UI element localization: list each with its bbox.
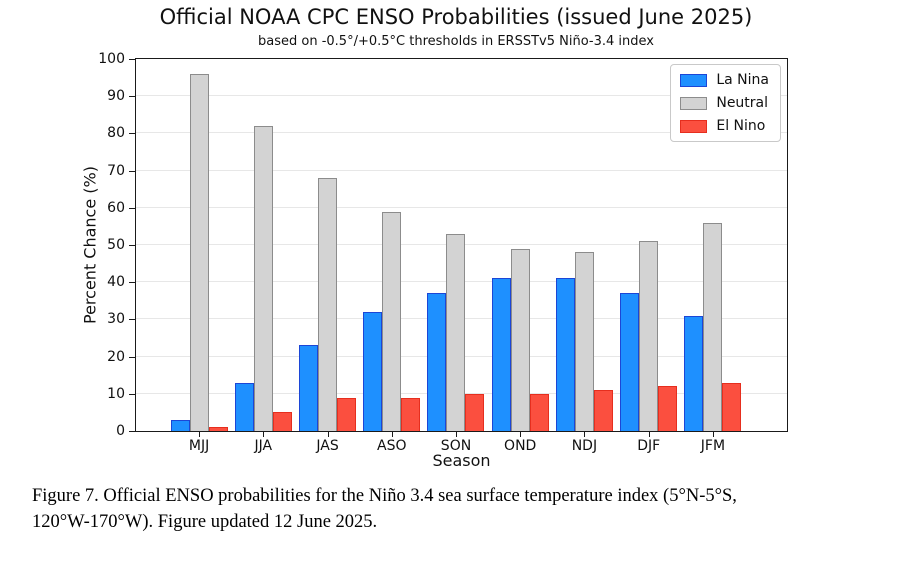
y-tick-label-30: 30 bbox=[107, 311, 125, 327]
y-tickmark-80 bbox=[129, 133, 135, 134]
bar-neutral-MJJ bbox=[189, 74, 209, 431]
y-tickmark-50 bbox=[129, 245, 135, 246]
y-tickmark-10 bbox=[129, 394, 135, 395]
gridline-y-80 bbox=[136, 132, 787, 134]
x-tickmark-MJJ bbox=[199, 432, 201, 437]
x-tick-label-JFM: JFM bbox=[700, 438, 726, 454]
y-tickmark-100 bbox=[129, 59, 135, 60]
y-tick-label-0: 0 bbox=[116, 423, 125, 439]
bar-group-OND bbox=[491, 249, 549, 431]
bar-group-JAS bbox=[299, 178, 357, 431]
x-tick-label-MJJ: MJJ bbox=[188, 438, 210, 454]
legend-item-el-nino: El Nino bbox=[680, 118, 769, 134]
y-tickmark-0 bbox=[129, 431, 135, 432]
x-tickmark-DJF bbox=[648, 432, 650, 437]
chart-subtitle: based on -0.5°/+0.5°C thresholds in ERSS… bbox=[258, 34, 654, 49]
y-tickmark-90 bbox=[129, 96, 135, 97]
x-tick-label-SON: SON bbox=[440, 438, 472, 454]
chart-title: Official NOAA CPC ENSO Probabilities (is… bbox=[159, 5, 753, 29]
x-tickmark-JAS bbox=[327, 432, 329, 437]
x-tickmark-NDJ bbox=[584, 432, 586, 437]
y-tick-label-60: 60 bbox=[107, 200, 125, 216]
legend-item-neutral: Neutral bbox=[680, 95, 769, 111]
gridline-y-90 bbox=[136, 95, 787, 97]
bar-group-MJJ bbox=[170, 74, 228, 431]
bar-la-nina-OND bbox=[491, 278, 511, 431]
bar-el-nino-ASO bbox=[401, 398, 421, 431]
plot-area: La Nina Neutral El Nino bbox=[135, 58, 788, 432]
y-tickmark-70 bbox=[129, 171, 135, 172]
x-tickmark-ASO bbox=[391, 432, 393, 437]
bar-la-nina-SON bbox=[427, 293, 447, 431]
x-axis-label: Season bbox=[432, 451, 491, 470]
bar-la-nina-DJF bbox=[620, 293, 640, 431]
legend-swatch-neutral bbox=[680, 96, 708, 110]
legend: La Nina Neutral El Nino bbox=[670, 64, 781, 142]
x-tick-label-NDJ: NDJ bbox=[571, 438, 598, 454]
bar-el-nino-NDJ bbox=[593, 390, 613, 431]
caption-line-1: Figure 7. Official ENSO probabilities fo… bbox=[32, 486, 737, 506]
figure-caption: Figure 7. Official ENSO probabilities fo… bbox=[32, 483, 888, 535]
x-tick-label-JJA: JJA bbox=[254, 438, 273, 454]
x-tickmark-JJA bbox=[263, 432, 265, 437]
bar-neutral-OND bbox=[510, 249, 530, 431]
bar-group-JFM bbox=[684, 223, 742, 431]
bar-neutral-DJF bbox=[639, 241, 659, 431]
y-tick-label-10: 10 bbox=[107, 386, 125, 402]
x-tick-label-JAS: JAS bbox=[316, 438, 339, 454]
bar-group-JJA bbox=[234, 126, 292, 431]
bar-group-SON bbox=[427, 234, 485, 431]
y-tick-label-100: 100 bbox=[98, 51, 125, 67]
y-tickmark-20 bbox=[129, 357, 135, 358]
y-tickmark-60 bbox=[129, 208, 135, 209]
bar-el-nino-OND bbox=[529, 394, 549, 431]
legend-label-el-nino: El Nino bbox=[716, 118, 766, 134]
bar-group-DJF bbox=[620, 241, 678, 431]
x-tickmark-OND bbox=[520, 432, 522, 437]
bar-el-nino-JFM bbox=[722, 383, 742, 431]
legend-swatch-el-nino bbox=[680, 119, 708, 133]
y-tick-label-70: 70 bbox=[107, 163, 125, 179]
bar-neutral-JAS bbox=[318, 178, 338, 431]
legend-swatch-la-nina bbox=[680, 73, 708, 87]
legend-label-neutral: Neutral bbox=[716, 95, 769, 111]
y-tick-label-50: 50 bbox=[107, 237, 125, 253]
y-tickmark-30 bbox=[129, 319, 135, 320]
bar-el-nino-JAS bbox=[337, 398, 357, 431]
x-tickmark-SON bbox=[456, 432, 457, 437]
gridline-y-70 bbox=[136, 169, 787, 171]
bar-neutral-JJA bbox=[253, 126, 273, 431]
bar-la-nina-ASO bbox=[363, 312, 383, 431]
legend-item-la-nina: La Nina bbox=[680, 72, 769, 88]
x-tickmark-JFM bbox=[712, 432, 714, 437]
bar-el-nino-MJJ bbox=[208, 427, 228, 431]
y-tick-label-90: 90 bbox=[107, 88, 125, 104]
bar-la-nina-JAS bbox=[299, 345, 319, 431]
bar-el-nino-DJF bbox=[658, 386, 678, 431]
y-tick-label-80: 80 bbox=[107, 125, 125, 141]
bar-la-nina-JFM bbox=[684, 316, 704, 431]
bar-la-nina-MJJ bbox=[170, 420, 190, 431]
y-tickmark-40 bbox=[129, 282, 135, 283]
legend-label-la-nina: La Nina bbox=[716, 72, 769, 88]
bar-neutral-ASO bbox=[382, 212, 402, 431]
bar-la-nina-NDJ bbox=[555, 278, 575, 431]
caption-line-2: 120°W-170°W). Figure updated 12 June 202… bbox=[32, 512, 378, 532]
x-tick-label-OND: OND bbox=[504, 438, 537, 454]
y-tick-label-20: 20 bbox=[107, 349, 125, 365]
bar-neutral-SON bbox=[446, 234, 466, 431]
x-tick-label-DJF: DJF bbox=[637, 438, 661, 454]
gridline-y-60 bbox=[136, 206, 787, 208]
bar-group-ASO bbox=[363, 212, 421, 431]
bar-group-NDJ bbox=[555, 252, 613, 431]
bar-el-nino-JJA bbox=[272, 412, 292, 431]
bar-neutral-NDJ bbox=[574, 252, 594, 431]
bar-el-nino-SON bbox=[465, 394, 485, 431]
y-tick-label-40: 40 bbox=[107, 274, 125, 290]
x-tick-label-ASO: ASO bbox=[377, 438, 407, 454]
bar-la-nina-JJA bbox=[234, 383, 254, 431]
bar-neutral-JFM bbox=[703, 223, 723, 431]
